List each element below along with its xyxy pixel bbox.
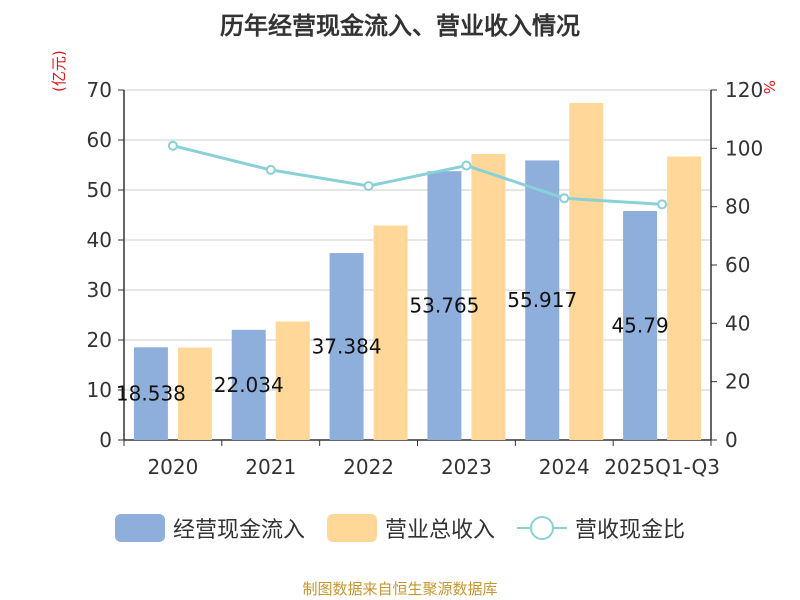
legend-label-revenue: 营业总收入 — [384, 518, 495, 543]
ratio-point — [363, 180, 374, 191]
bar-data-label: 22.034 — [214, 373, 284, 397]
left-tick-label: 10 — [87, 378, 112, 402]
x-tick-label: 2024 — [539, 455, 590, 479]
bar-revenue — [177, 347, 212, 440]
right-tick-label: 40 — [725, 311, 750, 335]
chart-title: 历年经营现金流入、营业收入情况 — [220, 12, 580, 40]
bar-cash-inflow — [133, 347, 168, 440]
right-tick-label: 20 — [725, 370, 750, 394]
left-tick-label: 50 — [87, 178, 112, 202]
bar-data-label: 18.538 — [116, 382, 186, 406]
bar-revenue — [275, 321, 310, 440]
legend-label-ratio: 营收现金比 — [575, 518, 686, 543]
legend-swatch-ratio — [517, 514, 567, 542]
chart-legend: 经营现金流入 营业总收入 营收现金比 — [0, 512, 800, 544]
right-tick-label: 80 — [725, 195, 750, 219]
bar-revenue — [569, 103, 604, 440]
legend-label-cash-inflow: 经营现金流入 — [172, 518, 305, 543]
left-tick-label: 20 — [87, 328, 112, 352]
ratio-line — [172, 144, 663, 206]
legend-item-cash-inflow[interactable]: 经营现金流入 — [114, 512, 305, 544]
bar-revenue — [471, 154, 506, 440]
bar-revenue — [667, 156, 702, 440]
legend-swatch-cash-inflow — [114, 514, 165, 542]
data-source-note: 制图数据来自恒生聚源数据库 — [302, 580, 498, 598]
legend-swatch-revenue — [326, 514, 377, 542]
x-tick-label: 2025Q1-Q3 — [604, 455, 720, 479]
bar-revenue — [373, 225, 408, 440]
left-tick-label: 0 — [99, 428, 112, 452]
right-tick-label: 60 — [725, 253, 750, 277]
left-tick-label: 60 — [87, 128, 112, 152]
ratio-point — [559, 193, 570, 204]
right-tick-label: 0 — [725, 428, 738, 452]
right-tick-label: 120 — [725, 78, 763, 102]
bar-data-label: 55.917 — [507, 288, 577, 312]
bar-data-label: 37.384 — [312, 335, 382, 359]
bar-data-label: 53.765 — [409, 294, 479, 318]
legend-item-ratio[interactable]: 营收现金比 — [517, 512, 685, 544]
bar-cash-inflow — [623, 211, 658, 440]
left-tick-label: 40 — [87, 228, 112, 252]
ratio-point — [265, 164, 276, 175]
bar-data-label: 45.79 — [611, 314, 668, 338]
left-tick-label: 30 — [87, 278, 112, 302]
left-tick-label: 70 — [87, 78, 112, 102]
ratio-point — [167, 140, 178, 151]
x-tick-label: 2023 — [441, 455, 492, 479]
bar-cash-inflow — [329, 253, 364, 440]
x-tick-label: 2022 — [343, 455, 394, 479]
bar-cash-inflow — [427, 171, 462, 441]
legend-item-revenue[interactable]: 营业总收入 — [326, 512, 495, 544]
x-tick-label: 2021 — [245, 455, 296, 479]
right-tick-label: 100 — [725, 136, 763, 160]
bar-cash-inflow — [231, 329, 266, 440]
ratio-point — [461, 160, 472, 171]
bar-cash-inflow — [525, 160, 560, 441]
ratio-point — [657, 199, 668, 210]
x-tick-label: 2020 — [147, 455, 198, 479]
